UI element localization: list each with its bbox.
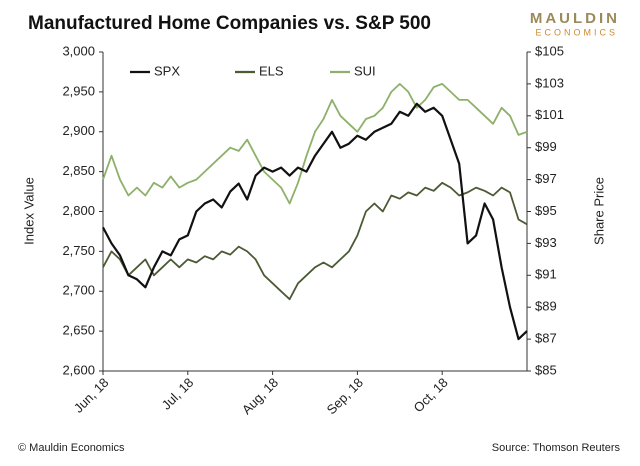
legend-label: SUI: [354, 63, 376, 78]
logo-bottom: ECONOMICS: [535, 27, 618, 37]
legend-label: SPX: [154, 63, 180, 78]
logo-top: MAULDIN: [530, 10, 620, 27]
y2-tick-label: $87: [535, 331, 557, 346]
series-line: [102, 102, 528, 341]
y-tick-label: 2,900: [62, 123, 95, 138]
series-line: [102, 83, 528, 205]
footer-left: © Mauldin Economics: [18, 442, 125, 454]
series-line: [102, 181, 528, 301]
chart-title: Manufactured Home Companies vs. S&P 500: [28, 13, 431, 34]
y2-tick-label: $103: [535, 75, 564, 90]
y2-tick-label: $85: [535, 362, 557, 377]
y2-tick-label: $91: [535, 267, 557, 282]
footer-right: Source: Thomson Reuters: [492, 442, 621, 454]
y2-tick-label: $93: [535, 235, 557, 250]
y-tick-label: 2,950: [62, 83, 95, 98]
y2-tick-label: $89: [535, 299, 557, 314]
y-tick-label: 2,850: [62, 163, 95, 178]
y-tick-label: 2,650: [62, 323, 95, 338]
y2-tick-label: $99: [535, 139, 557, 154]
y2-tick-label: $95: [535, 203, 557, 218]
y2-axis-label: Share Price: [591, 177, 606, 245]
y-tick-label: 2,700: [62, 283, 95, 298]
legend-label: ELS: [259, 63, 284, 78]
y-tick-label: 3,000: [62, 43, 95, 58]
y2-tick-label: $101: [535, 107, 564, 122]
y-axis-label: Index Value: [21, 177, 36, 245]
y-tick-label: 2,750: [62, 243, 95, 258]
y-tick-label: 2,600: [62, 362, 95, 377]
y2-tick-label: $105: [535, 43, 564, 58]
y2-tick-label: $97: [535, 171, 557, 186]
y-tick-label: 2,800: [62, 203, 95, 218]
